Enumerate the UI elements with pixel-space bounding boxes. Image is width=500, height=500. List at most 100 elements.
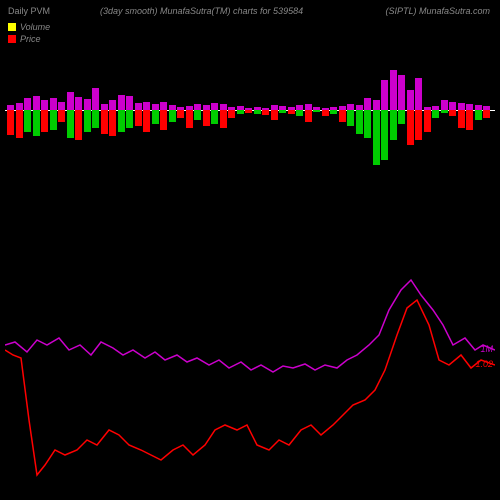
bar-group — [475, 55, 482, 215]
bar-up — [364, 98, 371, 110]
bar-down — [169, 110, 176, 122]
bar-group — [118, 55, 125, 215]
bar-down — [381, 110, 388, 160]
bar-down — [33, 110, 40, 136]
bar-up — [449, 102, 456, 110]
bar-up — [118, 95, 125, 110]
bar-down — [50, 110, 57, 130]
bar-group — [237, 55, 244, 215]
bar-down — [194, 110, 201, 120]
bar-group — [449, 55, 456, 215]
bar-down — [16, 110, 23, 138]
bar-up — [441, 100, 448, 110]
bar-up — [390, 70, 397, 110]
bar-up — [16, 103, 23, 110]
bar-group — [41, 55, 48, 215]
bar-down — [458, 110, 465, 128]
bar-down — [254, 110, 261, 114]
bar-group — [75, 55, 82, 215]
bar-down — [449, 110, 456, 116]
bar-down — [109, 110, 116, 136]
bar-group — [160, 55, 167, 215]
bar-down — [441, 110, 448, 113]
bar-up — [50, 98, 57, 110]
bar-group — [356, 55, 363, 215]
bar-up — [92, 88, 99, 110]
bar-down — [211, 110, 218, 124]
bar-down — [313, 110, 320, 112]
bar-group — [322, 55, 329, 215]
bar-up — [458, 103, 465, 110]
bar-group — [109, 55, 116, 215]
bar-group — [211, 55, 218, 215]
bar-group — [33, 55, 40, 215]
bar-down — [415, 110, 422, 140]
pvm-bar-chart — [5, 55, 495, 215]
bar-group — [398, 55, 405, 215]
bar-down — [118, 110, 125, 132]
bar-up — [143, 102, 150, 110]
bar-down — [152, 110, 159, 124]
bar-up — [24, 98, 31, 110]
bar-group — [92, 55, 99, 215]
legend-swatch-price — [8, 35, 16, 43]
header-title-left: Daily PVM — [8, 6, 50, 16]
bar-down — [330, 110, 337, 114]
bar-down — [407, 110, 414, 145]
bar-down — [203, 110, 210, 126]
legend-item-volume: Volume — [8, 22, 50, 32]
price-volume-line-chart: 1M 1.02 — [5, 250, 495, 485]
bar-group — [58, 55, 65, 215]
bar-group — [271, 55, 278, 215]
bar-up — [41, 100, 48, 110]
bar-group — [390, 55, 397, 215]
bar-group — [186, 55, 193, 215]
bar-down — [177, 110, 184, 118]
bar-down — [279, 110, 286, 113]
bar-group — [466, 55, 473, 215]
bar-group — [101, 55, 108, 215]
bar-down — [92, 110, 99, 128]
bar-group — [432, 55, 439, 215]
bar-group — [177, 55, 184, 215]
legend-label-price: Price — [20, 34, 41, 44]
bar-up — [109, 100, 116, 110]
bar-up — [33, 96, 40, 110]
bar-group — [50, 55, 57, 215]
bar-down — [339, 110, 346, 122]
bar-group — [169, 55, 176, 215]
bar-up — [67, 92, 74, 110]
bar-down — [41, 110, 48, 132]
bar-group — [288, 55, 295, 215]
bar-group — [67, 55, 74, 215]
bar-down — [75, 110, 82, 140]
legend-label-volume: Volume — [20, 22, 50, 32]
bar-down — [466, 110, 473, 130]
bar-up — [75, 97, 82, 110]
bar-group — [220, 55, 227, 215]
bar-group — [7, 55, 14, 215]
bar-down — [84, 110, 91, 132]
bar-down — [7, 110, 14, 135]
bar-down — [424, 110, 431, 132]
bar-down — [305, 110, 312, 122]
bar-group — [262, 55, 269, 215]
bar-down — [288, 110, 295, 114]
bar-group — [483, 55, 490, 215]
volume-end-label: 1M — [480, 344, 493, 354]
bar-group — [24, 55, 31, 215]
price-end-label: 1.02 — [475, 359, 493, 369]
bar-down — [262, 110, 269, 115]
bar-group — [407, 55, 414, 215]
bar-down — [228, 110, 235, 118]
bar-down — [483, 110, 490, 118]
bar-group — [373, 55, 380, 215]
bar-group — [152, 55, 159, 215]
bar-group — [126, 55, 133, 215]
bar-up — [160, 102, 167, 110]
bar-group — [458, 55, 465, 215]
bar-down — [475, 110, 482, 120]
bar-down — [322, 110, 329, 116]
bar-group — [441, 55, 448, 215]
bar-group — [313, 55, 320, 215]
